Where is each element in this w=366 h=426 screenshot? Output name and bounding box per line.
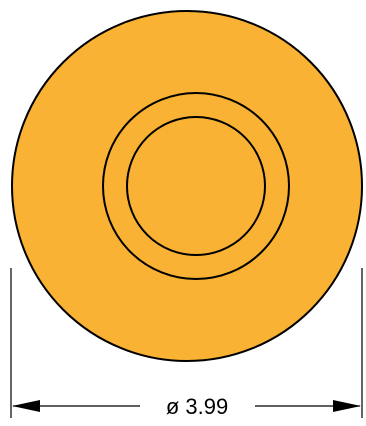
middle-ring <box>102 92 290 280</box>
left-arrowhead <box>12 400 40 412</box>
outer-disk <box>11 10 363 362</box>
diameter-dimension-label: ø 3.99 <box>166 394 228 419</box>
inner-ring <box>126 116 266 256</box>
right-arrowhead <box>333 400 361 412</box>
